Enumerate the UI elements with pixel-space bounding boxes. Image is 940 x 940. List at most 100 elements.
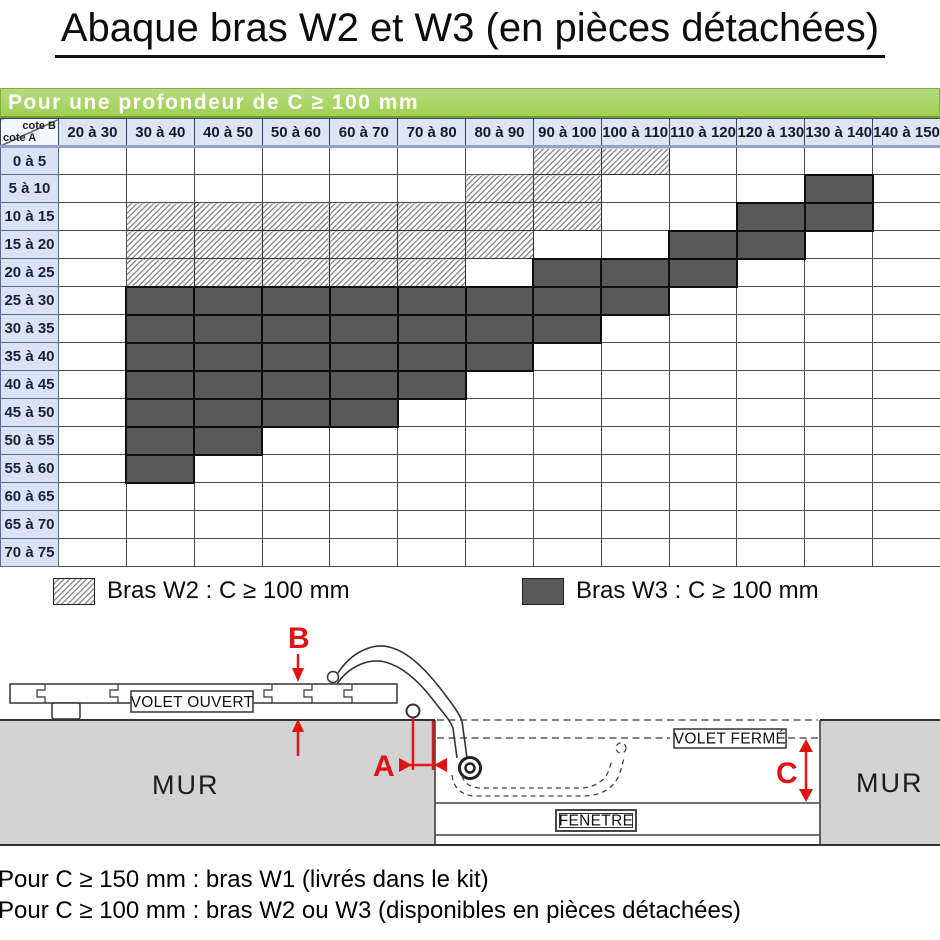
cell-bras-w2 bbox=[397, 258, 467, 287]
row-label: 45 à 50 bbox=[0, 398, 59, 427]
cell-empty bbox=[872, 454, 940, 483]
legend: Bras W2 : C ≥ 100 mm Bras W3 : C ≥ 100 m… bbox=[0, 573, 940, 609]
cell-bras-w3 bbox=[125, 453, 196, 484]
cell-empty bbox=[261, 538, 331, 567]
row-label: 65 à 70 bbox=[0, 510, 59, 539]
cell-bras-w2 bbox=[193, 202, 263, 231]
cell-empty bbox=[668, 342, 738, 371]
fenetre-label: FENETRE bbox=[559, 813, 633, 830]
cell-empty bbox=[465, 510, 534, 539]
cell-empty bbox=[668, 314, 738, 343]
depth-banner: Pour une profondeur de C ≥ 100 mm bbox=[0, 88, 940, 118]
cell-empty bbox=[193, 510, 263, 539]
cell-empty bbox=[465, 370, 534, 399]
table-row: 40 à 45 bbox=[0, 369, 940, 400]
cell-empty bbox=[600, 202, 670, 231]
table-row: 50 à 55 bbox=[0, 425, 940, 456]
cell-bras-w3 bbox=[396, 285, 467, 316]
cell-empty bbox=[872, 510, 940, 539]
mur-right-label: MUR bbox=[856, 768, 924, 798]
cell-empty bbox=[193, 146, 263, 175]
cell-empty bbox=[736, 426, 806, 455]
cell-empty bbox=[804, 538, 874, 567]
col-header: 110 à 120 bbox=[668, 118, 738, 148]
cell-empty bbox=[736, 146, 806, 175]
cell-bras-w3 bbox=[396, 369, 467, 400]
cell-bras-w3 bbox=[125, 369, 196, 400]
cell-empty bbox=[397, 398, 467, 427]
cell-empty bbox=[58, 482, 127, 511]
cell-bras-w2 bbox=[193, 258, 263, 287]
cell-bras-w3 bbox=[396, 313, 467, 344]
cell-empty bbox=[465, 146, 534, 175]
cell-bras-w2 bbox=[125, 202, 195, 231]
col-header: 20 à 30 bbox=[58, 118, 127, 148]
cell-empty bbox=[600, 314, 670, 343]
table-row: 0 à 5 bbox=[0, 146, 940, 175]
cell-empty bbox=[872, 426, 940, 455]
cell-empty bbox=[872, 146, 940, 175]
col-header: 30 à 40 bbox=[125, 118, 195, 148]
table-row: 70 à 75 bbox=[0, 538, 940, 567]
cell-empty bbox=[397, 482, 467, 511]
cell-empty bbox=[600, 370, 670, 399]
row-label: 70 à 75 bbox=[0, 538, 59, 567]
cell-empty bbox=[736, 286, 806, 315]
cell-empty bbox=[58, 342, 127, 371]
cell-empty bbox=[600, 174, 670, 203]
cell-bras-w3 bbox=[600, 285, 671, 316]
cell-empty bbox=[465, 482, 534, 511]
cell-bras-w3 bbox=[193, 285, 264, 316]
cell-empty bbox=[532, 538, 602, 567]
cell-bras-w2 bbox=[465, 230, 534, 259]
row-label: 40 à 45 bbox=[0, 370, 59, 399]
abaque-table: cote B cote A 20 à 30 30 à 40 40 à 50 50 à … bbox=[0, 118, 940, 567]
volet-ferme-label: VOLET FERMÉ bbox=[674, 731, 786, 748]
col-header: 100 à 110 bbox=[600, 118, 670, 148]
cell-empty bbox=[329, 454, 399, 483]
cell-bras-w2 bbox=[261, 258, 331, 287]
cell-empty bbox=[736, 314, 806, 343]
cell-empty bbox=[532, 510, 602, 539]
cell-empty bbox=[193, 482, 263, 511]
cell-empty bbox=[872, 202, 940, 231]
cell-empty bbox=[465, 398, 534, 427]
col-header: 140 à 150 bbox=[872, 118, 940, 148]
cell-bras-w3 bbox=[668, 257, 738, 288]
cell-empty bbox=[600, 398, 670, 427]
cell-empty bbox=[261, 482, 331, 511]
cell-empty bbox=[329, 146, 399, 175]
table-row: 25 à 30 bbox=[0, 285, 940, 316]
dimension-c-label: C bbox=[776, 757, 798, 790]
dimension-c-arrow-down bbox=[799, 789, 813, 802]
arm-closed-dashed-outer bbox=[451, 757, 625, 797]
abaque-header-row: cote B cote A 20 à 30 30 à 40 40 à 50 50 à … bbox=[0, 118, 940, 148]
legend-item-w2: Bras W2 : C ≥ 100 mm bbox=[53, 573, 350, 609]
cell-empty bbox=[58, 258, 127, 287]
cell-empty bbox=[600, 426, 670, 455]
cell-empty bbox=[329, 426, 399, 455]
cell-empty bbox=[58, 426, 127, 455]
cell-bras-w2 bbox=[465, 174, 534, 203]
cell-empty bbox=[668, 482, 738, 511]
cell-empty bbox=[397, 454, 467, 483]
cell-empty bbox=[804, 398, 874, 427]
cell-empty bbox=[736, 398, 806, 427]
cell-empty bbox=[532, 454, 602, 483]
row-label: 30 à 35 bbox=[0, 314, 59, 343]
cell-bras-w2 bbox=[397, 202, 467, 231]
cell-bras-w3 bbox=[125, 397, 196, 428]
table-row: 30 à 35 bbox=[0, 313, 940, 344]
col-header: 120 à 130 bbox=[736, 118, 806, 148]
cell-empty bbox=[58, 286, 127, 315]
cell-empty bbox=[397, 538, 467, 567]
cell-empty bbox=[600, 342, 670, 371]
cell-empty bbox=[872, 342, 940, 371]
cell-bras-w2 bbox=[532, 174, 602, 203]
row-label: 10 à 15 bbox=[0, 202, 59, 231]
cell-empty bbox=[872, 258, 940, 287]
note-w2-w3: Pour C ≥ 100 mm : bras W2 ou W3 (disponi… bbox=[0, 897, 741, 924]
cell-bras-w2 bbox=[261, 230, 331, 259]
cell-empty bbox=[58, 454, 127, 483]
